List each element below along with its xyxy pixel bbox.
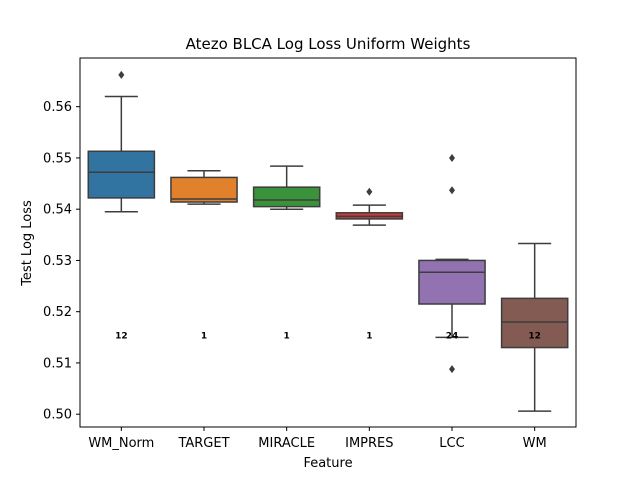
plot-layer: 12 1 1 1 24 12 [87,70,569,412]
chart-title: Atezo BLCA Log Loss Uniform Weights [186,35,471,53]
x-tick-label: WM_Norm [88,436,154,451]
y-axis-label: Test Log Loss [20,200,35,287]
y-tick-label: 0.52 [43,305,72,320]
x-tick-label: LCC [439,436,464,451]
y-tick-label: 0.50 [43,408,72,423]
box-group-wm: 12 [500,242,569,412]
box-iqr [418,259,486,305]
box-group-miracle: 1 [252,165,321,341]
x-tick-label: WM [523,436,547,451]
count-annotation: 1 [201,331,207,341]
box-iqr [252,186,321,208]
box-group-target: 1 [170,170,238,341]
count-annotation: 1 [284,331,290,341]
y-tick-label: 0.51 [43,356,72,371]
box-group-impres: 1 [335,187,404,341]
count-annotation: 1 [366,331,372,341]
x-tick-label: TARGET [177,436,229,451]
outlier-point [449,153,455,162]
box-iqr [500,297,569,349]
x-tick-label: MIRACLE [258,436,315,451]
outlier-point [449,365,455,374]
y-tick-label: 0.55 [43,151,72,166]
box-group-lcc: 24 [418,153,486,374]
axis-layer: 0.50 0.51 0.52 0.53 0.54 0.55 0.56 WM_Norm TARGE… [43,100,547,451]
outlier-point [118,70,125,79]
box-iqr [87,150,156,199]
outlier-point [366,187,373,196]
x-tick-label: IMPRES [345,436,393,451]
y-tick-label: 0.53 [43,254,72,269]
count-annotation: 12 [528,331,541,341]
box-group-wm-norm: 12 [87,70,156,341]
plot-frame [79,57,577,428]
count-annotation: 12 [115,331,128,341]
x-axis-label: Feature [303,456,352,471]
y-tick-label: 0.56 [43,100,72,115]
y-tick-label: 0.54 [43,203,72,218]
count-annotation: 24 [446,331,459,341]
box-iqr [170,176,238,203]
outlier-point [449,186,455,195]
